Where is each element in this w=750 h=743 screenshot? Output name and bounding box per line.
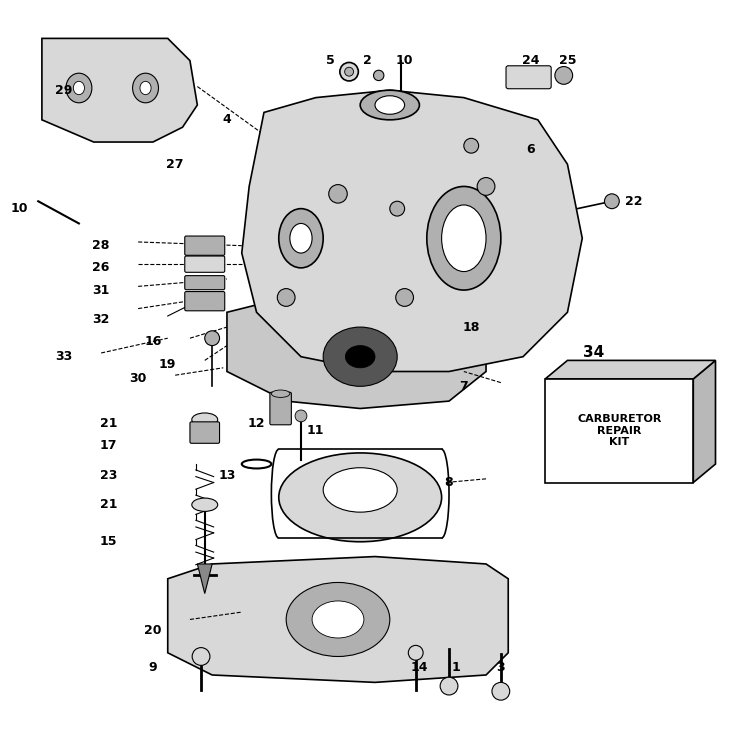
- Ellipse shape: [279, 453, 442, 542]
- FancyBboxPatch shape: [545, 379, 693, 482]
- Polygon shape: [168, 557, 509, 682]
- Polygon shape: [242, 90, 582, 372]
- Text: 6: 6: [526, 143, 535, 156]
- Text: 30: 30: [130, 372, 147, 386]
- Polygon shape: [227, 290, 486, 409]
- Ellipse shape: [133, 74, 158, 103]
- Ellipse shape: [390, 201, 404, 216]
- Text: 24: 24: [522, 54, 539, 67]
- Ellipse shape: [279, 209, 323, 268]
- Text: 10: 10: [396, 54, 413, 67]
- Polygon shape: [693, 360, 715, 482]
- Ellipse shape: [286, 583, 390, 657]
- Text: 19: 19: [159, 357, 176, 371]
- Text: 9: 9: [148, 661, 158, 674]
- Circle shape: [192, 648, 210, 666]
- Ellipse shape: [340, 62, 358, 81]
- Circle shape: [295, 410, 307, 422]
- Text: 13: 13: [218, 469, 236, 481]
- Text: 21: 21: [100, 499, 117, 511]
- Text: 28: 28: [92, 239, 110, 252]
- Polygon shape: [42, 39, 197, 142]
- Text: 16: 16: [144, 335, 161, 348]
- FancyBboxPatch shape: [184, 276, 225, 290]
- Ellipse shape: [427, 186, 501, 290]
- Ellipse shape: [66, 74, 92, 103]
- Text: 10: 10: [11, 202, 28, 215]
- FancyBboxPatch shape: [184, 291, 225, 311]
- FancyBboxPatch shape: [184, 256, 225, 273]
- Text: 11: 11: [307, 424, 325, 437]
- FancyBboxPatch shape: [190, 422, 220, 444]
- Ellipse shape: [140, 81, 151, 94]
- Text: 3: 3: [496, 661, 506, 674]
- Circle shape: [205, 331, 220, 345]
- Circle shape: [464, 138, 478, 153]
- Text: 22: 22: [626, 195, 643, 208]
- Ellipse shape: [312, 601, 364, 638]
- Ellipse shape: [374, 71, 384, 80]
- Text: 7: 7: [460, 380, 468, 393]
- Text: 2: 2: [363, 54, 372, 67]
- Text: 27: 27: [166, 158, 184, 171]
- Text: 4: 4: [223, 114, 231, 126]
- Text: 26: 26: [92, 262, 110, 274]
- Polygon shape: [545, 360, 716, 379]
- FancyBboxPatch shape: [270, 392, 291, 425]
- Ellipse shape: [346, 345, 375, 368]
- Text: 23: 23: [100, 469, 117, 481]
- Text: 33: 33: [56, 350, 73, 363]
- Text: 18: 18: [463, 320, 480, 334]
- Text: 34: 34: [583, 345, 604, 360]
- Ellipse shape: [345, 68, 353, 76]
- Ellipse shape: [442, 205, 486, 272]
- Ellipse shape: [74, 81, 85, 94]
- Text: 29: 29: [56, 84, 73, 97]
- Ellipse shape: [360, 90, 419, 120]
- Text: 8: 8: [445, 476, 453, 489]
- Text: 21: 21: [100, 417, 117, 429]
- Circle shape: [278, 288, 295, 306]
- Text: 17: 17: [100, 439, 117, 452]
- Circle shape: [408, 646, 423, 661]
- Circle shape: [492, 682, 510, 700]
- Text: 1: 1: [452, 661, 460, 674]
- Circle shape: [477, 178, 495, 195]
- Circle shape: [555, 67, 573, 84]
- FancyBboxPatch shape: [184, 236, 225, 256]
- Text: 5: 5: [326, 54, 335, 67]
- Text: 32: 32: [92, 314, 110, 326]
- Ellipse shape: [192, 498, 217, 511]
- Text: CARBURETOR
REPAIR
KIT: CARBURETOR REPAIR KIT: [577, 414, 662, 447]
- Ellipse shape: [375, 96, 404, 114]
- Ellipse shape: [323, 468, 398, 512]
- Ellipse shape: [328, 184, 347, 203]
- Ellipse shape: [272, 390, 290, 398]
- Ellipse shape: [192, 413, 217, 426]
- Circle shape: [604, 194, 619, 209]
- Text: 14: 14: [411, 661, 428, 674]
- Ellipse shape: [323, 327, 398, 386]
- Text: 15: 15: [100, 535, 117, 548]
- Circle shape: [440, 677, 458, 695]
- Text: 20: 20: [144, 624, 162, 637]
- Polygon shape: [197, 564, 212, 594]
- FancyBboxPatch shape: [506, 66, 551, 88]
- Ellipse shape: [290, 224, 312, 253]
- Text: 25: 25: [559, 54, 576, 67]
- Text: 31: 31: [92, 284, 110, 296]
- Circle shape: [396, 288, 413, 306]
- Text: 12: 12: [248, 417, 266, 429]
